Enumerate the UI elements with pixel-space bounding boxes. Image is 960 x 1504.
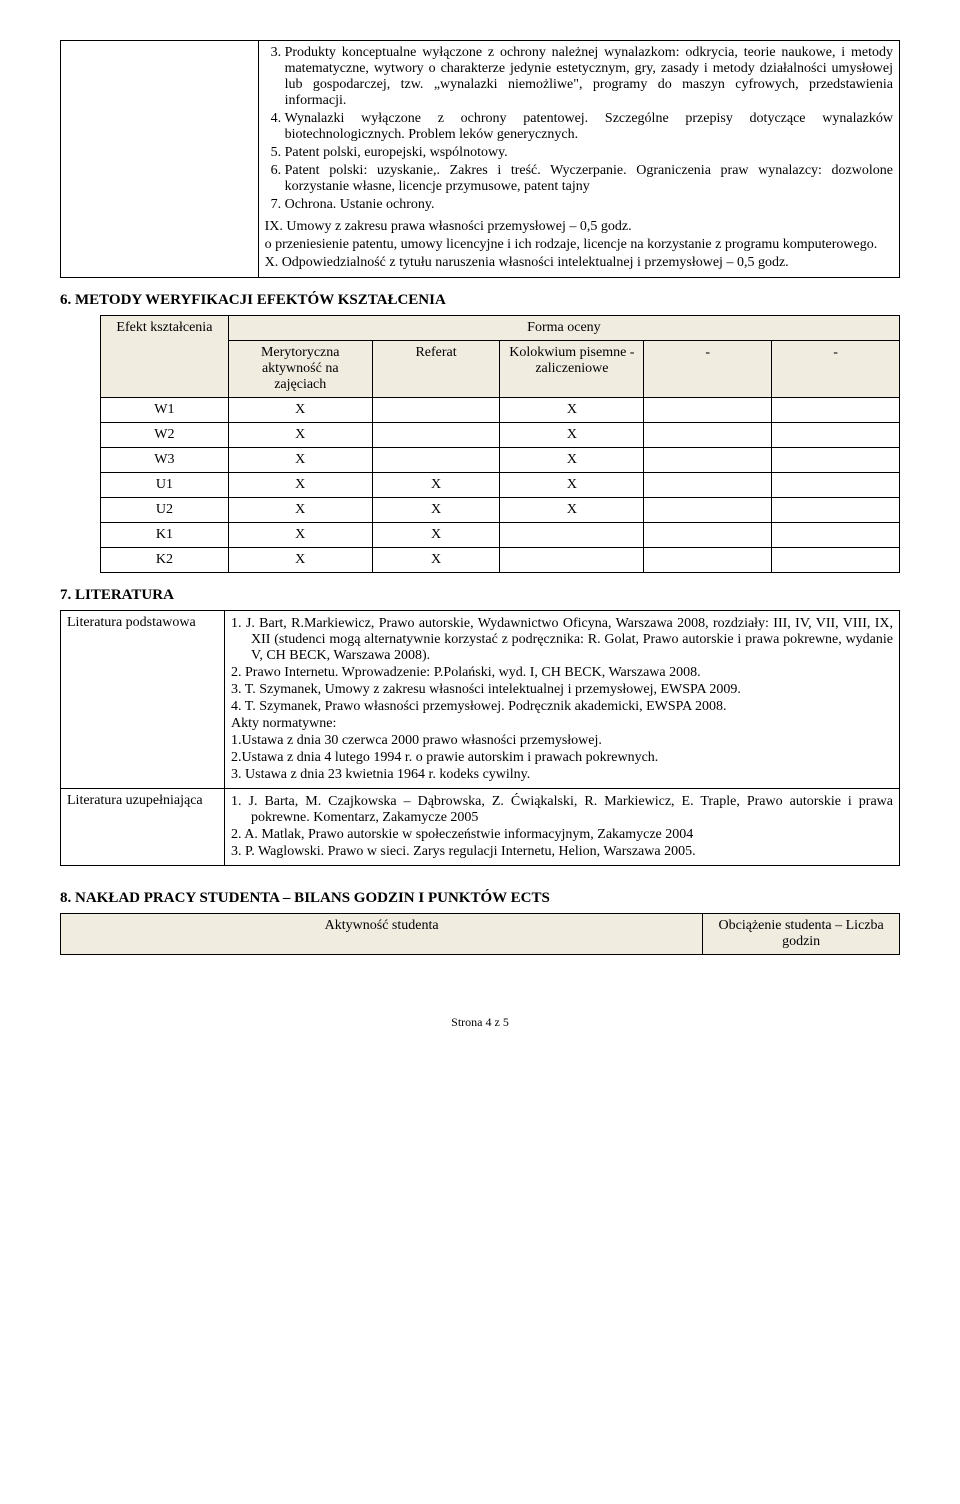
effect-label: U1	[101, 473, 229, 498]
mark-cell	[772, 523, 900, 548]
mark-cell: X	[228, 523, 372, 548]
topic-item: Produkty konceptualne wyłączone z ochron…	[285, 45, 893, 109]
literature-table: Literatura podstawowa1. J. Bart, R.Marki…	[60, 610, 900, 866]
section6-heading: 6. METODY WERYFIKACJI EFEKTÓW KSZTAŁCENI…	[60, 292, 900, 309]
mark-cell: X	[228, 423, 372, 448]
mark-cell	[644, 398, 772, 423]
mark-cell: X	[372, 548, 500, 573]
topic-list: Produkty konceptualne wyłączone z ochron…	[285, 45, 893, 213]
col-header: Kolokwium pisemne - zaliczeniowe	[500, 341, 644, 398]
ects-col1: Aktywność studenta	[61, 914, 703, 955]
mark-cell: X	[228, 473, 372, 498]
mark-cell: X	[372, 523, 500, 548]
literature-line: 2.Ustawa z dnia 4 lutego 1994 r. o prawi…	[231, 750, 893, 766]
literature-line: 2. A. Matlak, Prawo autorskie w społecze…	[231, 827, 893, 843]
section8-heading: 8. NAKŁAD PRACY STUDENTA – BILANS GODZIN…	[60, 890, 900, 907]
literature-line: 1. J. Bart, R.Markiewicz, Prawo autorski…	[231, 616, 893, 664]
topic-item: Wynalazki wyłączone z ochrony patentowej…	[285, 111, 893, 143]
ects-col2: Obciążenie studenta – Liczba godzin	[703, 914, 900, 955]
mark-cell: X	[500, 398, 644, 423]
ix-body: o przeniesienie patentu, umowy licencyjn…	[265, 237, 893, 253]
mark-cell	[772, 498, 900, 523]
mark-cell	[500, 548, 644, 573]
effect-label: W1	[101, 398, 229, 423]
col-header: -	[644, 341, 772, 398]
mark-cell: X	[228, 398, 372, 423]
mark-cell	[500, 523, 644, 548]
literature-line: 4. T. Szymanek, Prawo własności przemysł…	[231, 699, 893, 715]
top-content-cell: Produkty konceptualne wyłączone z ochron…	[258, 41, 899, 278]
effect-label: W3	[101, 448, 229, 473]
literature-line: Akty normatywne:	[231, 716, 893, 732]
literature-line: 1.Ustawa z dnia 30 czerwca 2000 prawo wł…	[231, 733, 893, 749]
literature-content: 1. J. Bart, R.Markiewicz, Prawo autorski…	[225, 611, 900, 789]
mark-cell	[644, 498, 772, 523]
mark-cell	[372, 398, 500, 423]
mark-cell	[772, 548, 900, 573]
effect-label: U2	[101, 498, 229, 523]
mark-cell	[644, 473, 772, 498]
effect-label: K1	[101, 523, 229, 548]
header-forma-oceny: Forma oceny	[228, 316, 899, 341]
mark-cell	[644, 523, 772, 548]
mark-cell	[772, 473, 900, 498]
col-header: Merytoryczna aktywność na zajęciach	[228, 341, 372, 398]
mark-cell	[644, 423, 772, 448]
effect-label: W2	[101, 423, 229, 448]
literature-label: Literatura uzupełniająca	[61, 789, 225, 866]
top-left-cell	[61, 41, 259, 278]
mark-cell: X	[372, 473, 500, 498]
literature-line: 2. Prawo Internetu. Wprowadzenie: P.Pola…	[231, 665, 893, 681]
effect-label: K2	[101, 548, 229, 573]
mark-cell	[644, 448, 772, 473]
literature-line: 1. J. Barta, M. Czajkowska – Dąbrowska, …	[231, 794, 893, 826]
mark-cell: X	[500, 473, 644, 498]
col-header: -	[772, 341, 900, 398]
mark-cell: X	[228, 498, 372, 523]
verification-table: Efekt kształcenia Forma oceny Merytorycz…	[100, 315, 900, 573]
mark-cell	[372, 448, 500, 473]
mark-cell: X	[228, 448, 372, 473]
topic-item: Patent polski: uzyskanie,. Zakres i treś…	[285, 163, 893, 195]
ix-title: IX. Umowy z zakresu prawa własności prze…	[265, 219, 893, 235]
syllabus-top-table: Produkty konceptualne wyłączone z ochron…	[60, 40, 900, 278]
literature-line: 3. Ustawa z dnia 23 kwietnia 1964 r. kod…	[231, 767, 893, 783]
literature-content: 1. J. Barta, M. Czajkowska – Dąbrowska, …	[225, 789, 900, 866]
literature-label: Literatura podstawowa	[61, 611, 225, 789]
mark-cell	[772, 423, 900, 448]
mark-cell: X	[500, 498, 644, 523]
mark-cell	[772, 448, 900, 473]
col-header: Referat	[372, 341, 500, 398]
topic-item: Ochrona. Ustanie ochrony.	[285, 197, 893, 213]
col-efekt: Efekt kształcenia	[101, 316, 229, 398]
literature-line: 3. T. Szymanek, Umowy z zakresu własnośc…	[231, 682, 893, 698]
mark-cell: X	[372, 498, 500, 523]
mark-cell	[644, 548, 772, 573]
ects-table: Aktywność studenta Obciążenie studenta –…	[60, 913, 900, 955]
mark-cell	[372, 423, 500, 448]
mark-cell: X	[500, 423, 644, 448]
page-footer: Strona 4 z 5	[60, 1015, 900, 1030]
topic-item: Patent polski, europejski, wspólnotowy.	[285, 145, 893, 161]
x-body: X. Odpowiedzialność z tytułu naruszenia …	[265, 255, 893, 271]
mark-cell	[772, 398, 900, 423]
mark-cell: X	[228, 548, 372, 573]
mark-cell: X	[500, 448, 644, 473]
literature-line: 3. P. Waglowski. Prawo w sieci. Zarys re…	[231, 844, 893, 860]
section7-heading: 7. LITERATURA	[60, 587, 900, 604]
